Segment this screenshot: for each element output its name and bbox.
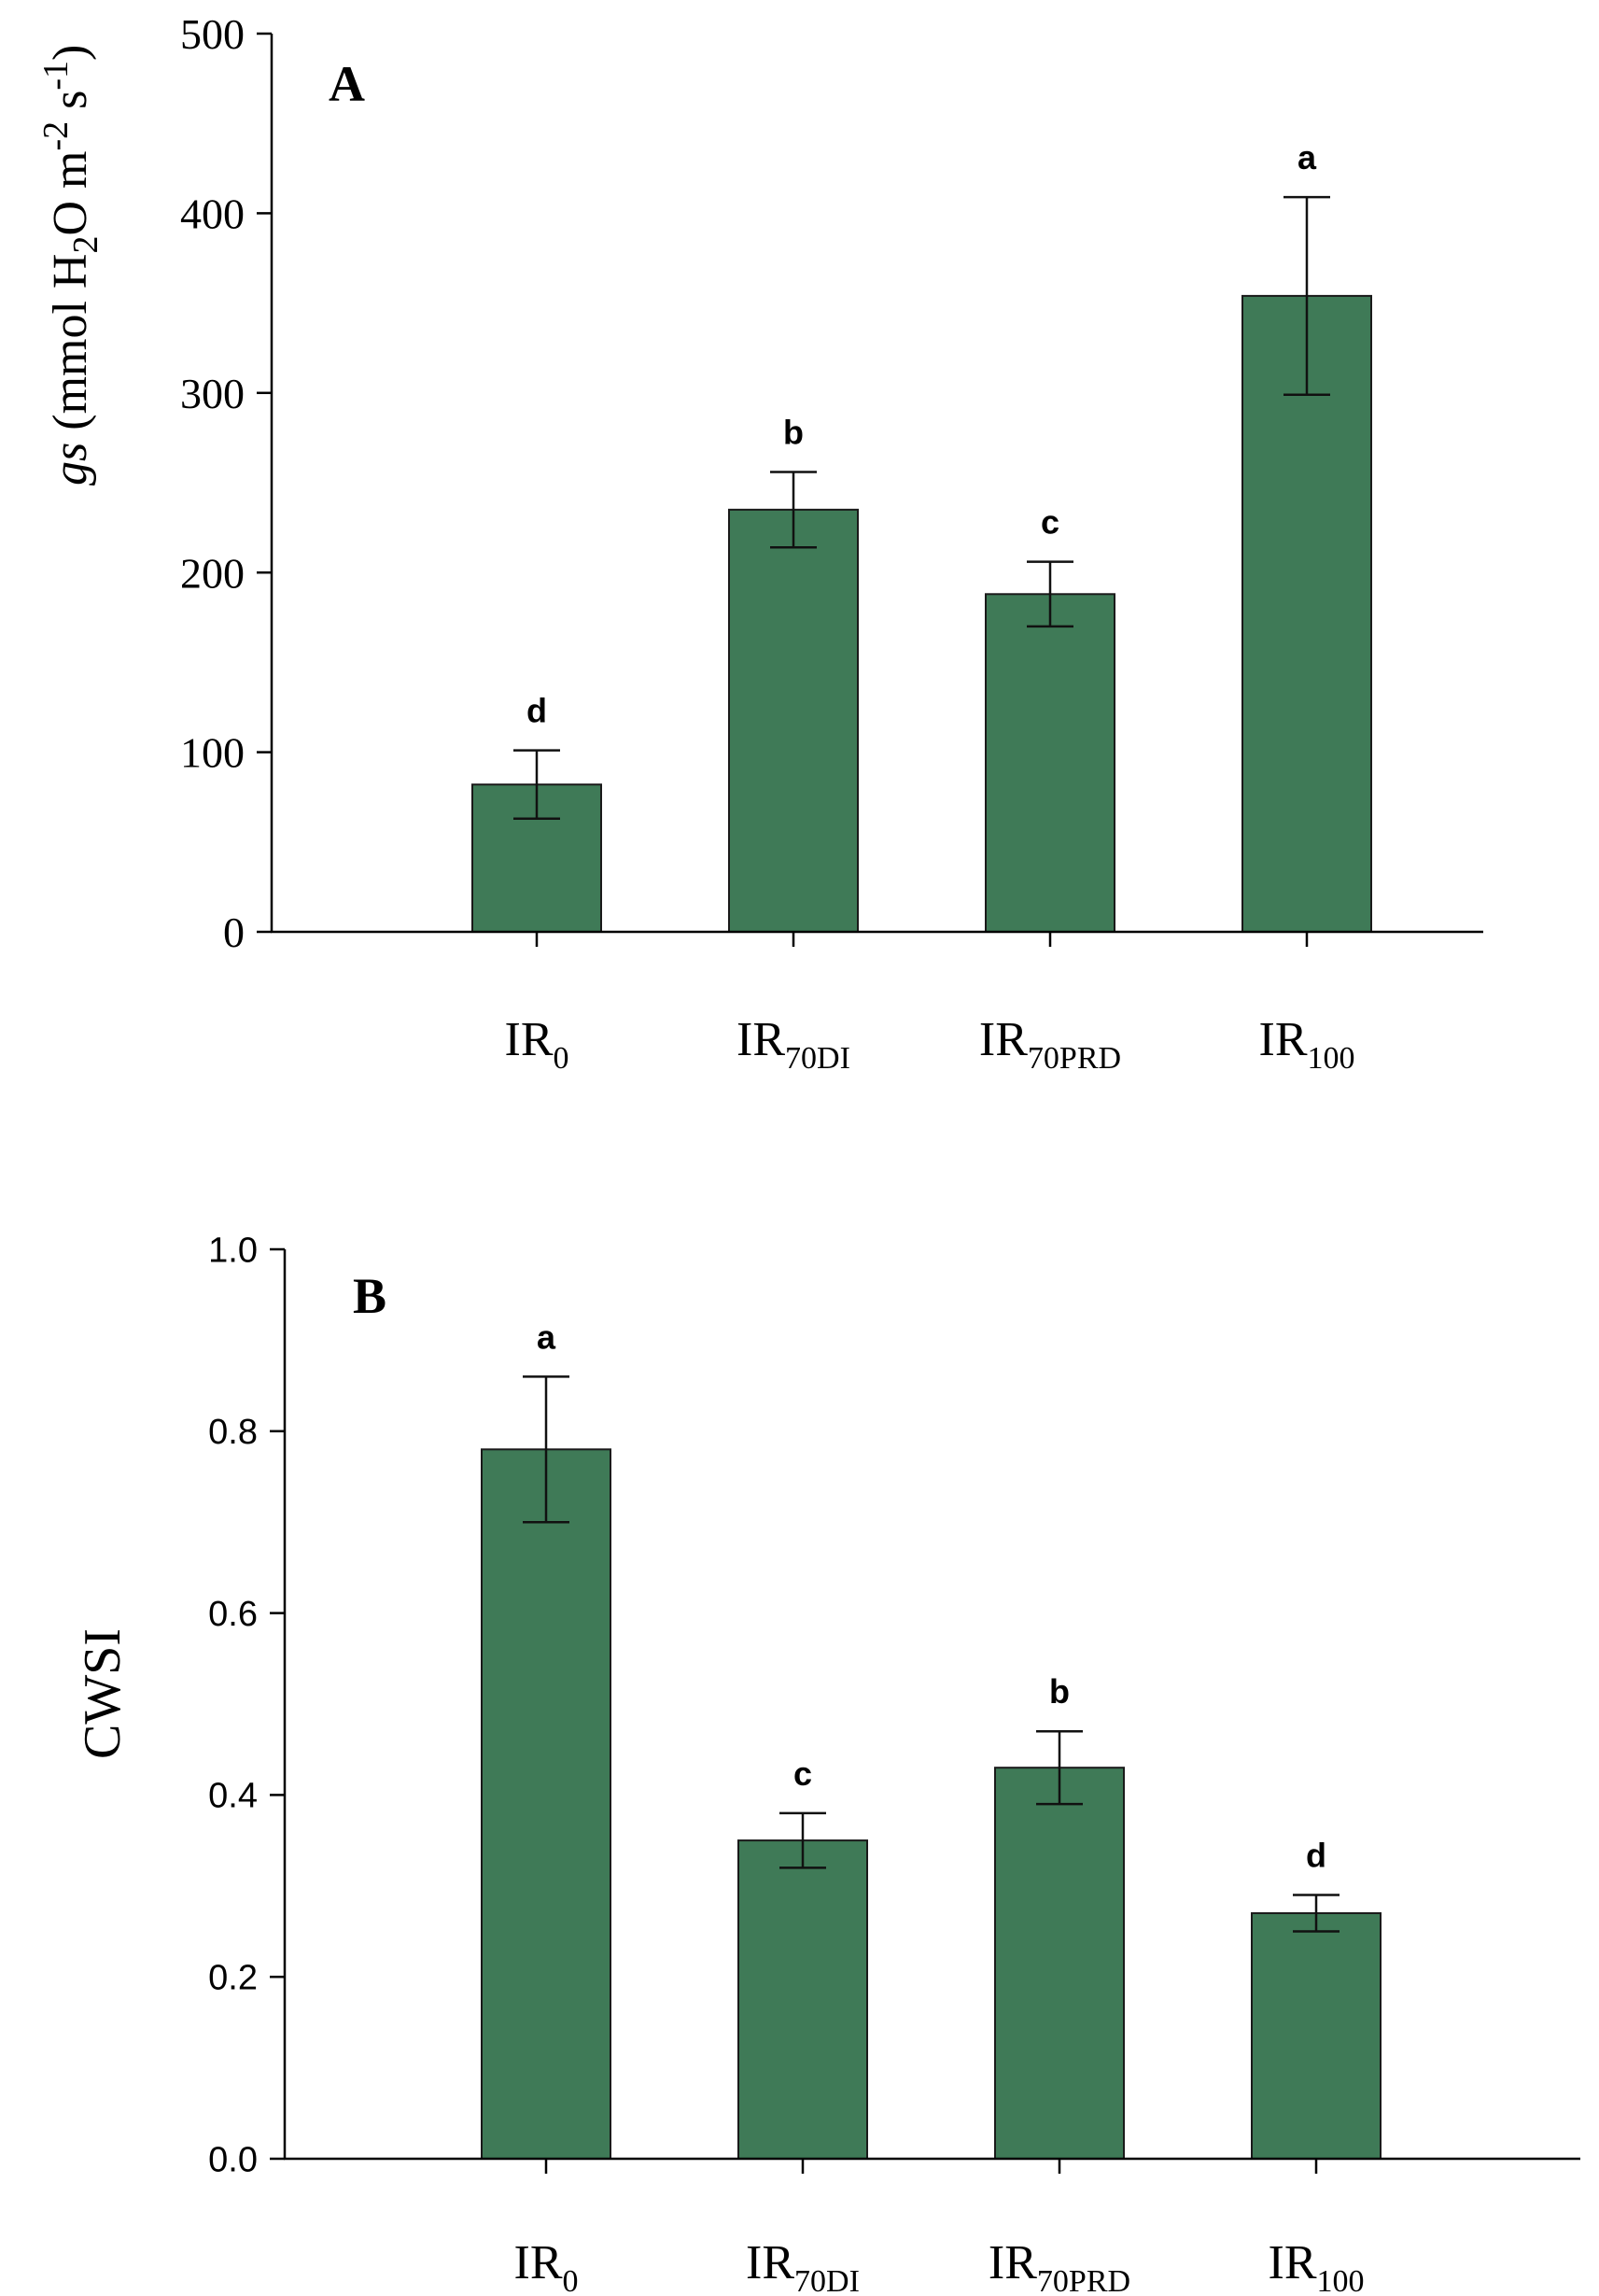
- panel-b-ylabel: CWSI: [74, 1628, 132, 1759]
- panel-a-ylabel-part4: ): [44, 45, 97, 61]
- panel-b-significance-letter: d: [1306, 1837, 1326, 1875]
- panel-a-ylabel-part2: O m: [44, 151, 97, 236]
- panel-a-ylabel-sub: 2: [66, 236, 105, 254]
- panel-b-category-label: IR70PRD: [989, 2236, 1130, 2296]
- panel-b-category-label: IR0: [514, 2236, 579, 2296]
- category-base: IR: [989, 2236, 1037, 2289]
- panel-a-ylabel: gs (mmol H2O m-2 s-1): [36, 45, 105, 486]
- panel-a-significance-letter: a: [1297, 138, 1317, 176]
- panel-a-category-label: IR100: [1259, 1013, 1355, 1076]
- panel-b-significance-letter: a: [537, 1317, 556, 1356]
- panel-b-bar: [1251, 1912, 1382, 2161]
- panel-a-bar: [1241, 294, 1372, 933]
- panel-b-label: B: [353, 1268, 386, 1324]
- panel-a-x-ticks: IR0 IR70DI IR70PRD IR100: [505, 932, 1355, 1076]
- panel-b-bar: [994, 1767, 1125, 2161]
- category-subscript: 100: [1317, 2264, 1365, 2296]
- panel-a-ytick-label: 100: [180, 729, 245, 777]
- panel-b-ytick-label: 0.4: [208, 1777, 258, 1816]
- panel-a-category-label: IR0: [505, 1013, 569, 1076]
- panel-a-ylabel-italic: gs: [44, 443, 97, 486]
- panel-b-y-ticks: 0.0 0.2 0.4 0.6 0.8 1.0: [208, 1231, 285, 2179]
- category-subscript: 70DI: [785, 1041, 850, 1076]
- panel-a-ylabel-part3: s: [44, 91, 97, 121]
- panel-a-chart: A gs (mmol H2O m-2 s-1) 0 100 200 300 400 500…: [36, 10, 1483, 1076]
- panel-a-ytick-label: 0: [223, 909, 245, 956]
- panel-b-ytick-label: 0.6: [208, 1595, 258, 1634]
- panel-a-bars: d b c a: [471, 138, 1372, 934]
- panel-a-ytick-label: 500: [180, 10, 245, 58]
- panel-b-bar: [481, 1448, 611, 2160]
- panel-a-ylabel-sup2: -1: [36, 61, 76, 91]
- category-subscript: 100: [1308, 1041, 1355, 1076]
- panel-a-category-label: IR70DI: [736, 1013, 850, 1076]
- category-base: IR: [1269, 2236, 1317, 2289]
- panel-a-bar: [985, 593, 1115, 934]
- panel-b-ytick-label: 0.8: [208, 1413, 258, 1452]
- panel-a-ylabel-sup1: -2: [36, 121, 76, 151]
- category-base: IR: [514, 2236, 563, 2289]
- panel-a-ytick-label: 200: [180, 549, 245, 597]
- panel-a-significance-letter: c: [1041, 503, 1059, 542]
- category-base: IR: [746, 2236, 794, 2289]
- panel-a-significance-letter: d: [526, 692, 547, 730]
- panel-a-category-label: IR70PRD: [979, 1013, 1121, 1076]
- panel-b-category-label: IR70DI: [746, 2236, 860, 2296]
- panel-b-ytick-label: 0.2: [208, 1959, 258, 1998]
- panel-b-significance-letter: c: [793, 1754, 812, 1793]
- category-subscript: 70DI: [794, 2264, 860, 2296]
- panel-b-significance-letter: b: [1049, 1672, 1070, 1711]
- category-subscript: 0: [563, 2264, 579, 2296]
- panel-b-bar: [737, 1839, 868, 2160]
- category-base: IR: [979, 1013, 1028, 1066]
- panel-a-bar: [728, 508, 859, 933]
- category-base: IR: [736, 1013, 785, 1066]
- category-subscript: 70PRD: [1037, 2264, 1130, 2296]
- panel-b-x-ticks: IR0 IR70DI IR70PRD IR100: [514, 2159, 1365, 2296]
- panel-a-ylabel-part1: (mmol H: [44, 254, 97, 443]
- panel-a-significance-letter: b: [783, 413, 804, 451]
- category-subscript: 0: [554, 1041, 569, 1076]
- panel-a-y-ticks: 0 100 200 300 400 500: [180, 10, 272, 956]
- category-subscript: 70PRD: [1028, 1041, 1121, 1076]
- panel-a-label: A: [329, 56, 365, 112]
- category-base: IR: [1259, 1013, 1308, 1066]
- category-base: IR: [505, 1013, 554, 1066]
- panel-a-ytick-label: 400: [180, 190, 245, 238]
- panel-b-ytick-label: 1.0: [208, 1231, 258, 1270]
- panel-b-bars: a c b d: [481, 1317, 1382, 2161]
- panel-b-category-label: IR100: [1269, 2236, 1365, 2296]
- panel-a-ytick-label: 300: [180, 370, 245, 417]
- panel-b-ytick-label: 0.0: [208, 2140, 258, 2179]
